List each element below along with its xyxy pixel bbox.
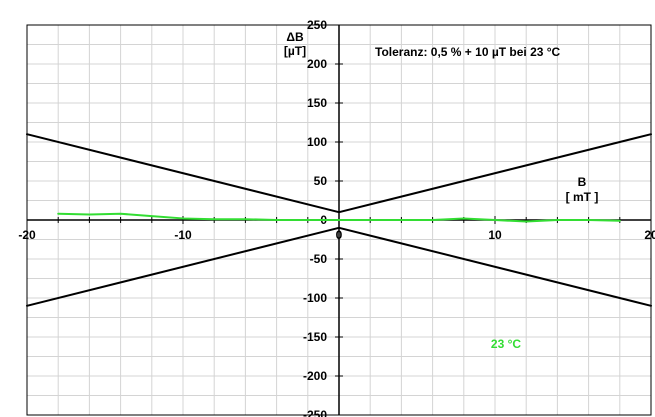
series-label-23c: 23 °C bbox=[491, 337, 521, 351]
upper-tolerance-line bbox=[26, 133, 652, 214]
x-tick-label: 20 bbox=[644, 228, 655, 242]
x-tick-label: 0 bbox=[336, 228, 343, 242]
y-tick-label: -50 bbox=[310, 252, 328, 266]
y-tick-label: 150 bbox=[307, 96, 327, 110]
y-tick-label: -150 bbox=[303, 330, 327, 344]
series bbox=[26, 133, 652, 307]
y-tick-label: -200 bbox=[303, 369, 327, 383]
x-axis-label-symbol: B bbox=[578, 175, 587, 189]
x-tick-label: 10 bbox=[488, 228, 502, 242]
y-tick-label: 250 bbox=[307, 18, 327, 32]
tolerance-annotation: Toleranz: 0,5 % + 10 µT bei 23 °C bbox=[375, 45, 561, 59]
y-tick-label: 50 bbox=[314, 174, 328, 188]
series-line-23c bbox=[57, 212, 621, 223]
x-tick-label: -10 bbox=[174, 228, 192, 242]
y-tick-label: 100 bbox=[307, 135, 327, 149]
x-tick-label: -20 bbox=[18, 228, 36, 242]
y-tick-label: -250 bbox=[303, 408, 327, 417]
y-tick-label: 200 bbox=[307, 57, 327, 71]
x-axis-label-unit: [ mT ] bbox=[566, 190, 599, 204]
labels: ΔB [µT] B [ mT ] Toleranz: 0,5 % + 10 µT… bbox=[284, 30, 598, 351]
y-axis-label-symbol: ΔB bbox=[286, 30, 304, 44]
lower-tolerance-line bbox=[26, 226, 652, 307]
y-tick-label: -100 bbox=[303, 291, 327, 305]
y-axis-label-unit: [µT] bbox=[284, 44, 306, 58]
